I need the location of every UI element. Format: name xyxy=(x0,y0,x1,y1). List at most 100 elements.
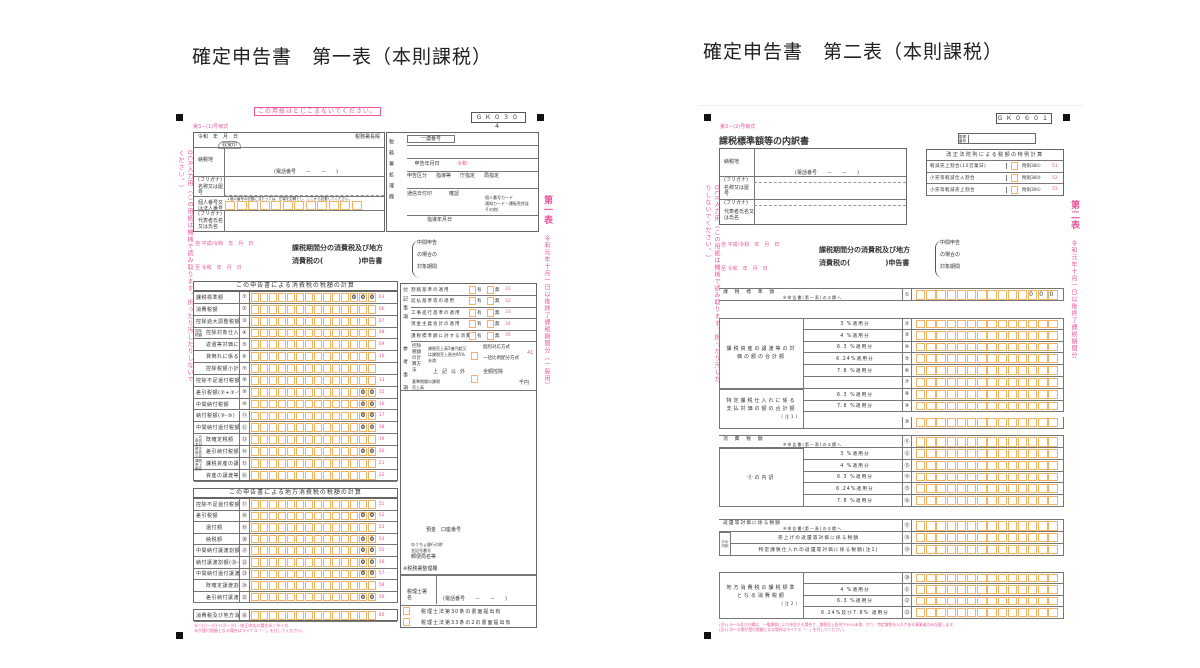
digit-box[interactable] xyxy=(268,558,278,567)
digit-box[interactable] xyxy=(277,581,287,590)
digit-box[interactable] xyxy=(946,330,956,340)
digit-box[interactable] xyxy=(331,523,341,532)
digit-box[interactable] xyxy=(331,592,341,602)
digit-box[interactable] xyxy=(956,472,967,482)
digit-box[interactable] xyxy=(916,520,926,531)
digit-box[interactable] xyxy=(286,293,296,302)
digit-box[interactable] xyxy=(1007,520,1018,531)
digit-box[interactable] xyxy=(322,458,332,468)
digit-box[interactable] xyxy=(251,411,260,421)
amount-input[interactable] xyxy=(912,607,1059,618)
digit-box[interactable] xyxy=(956,573,967,583)
digit-box[interactable] xyxy=(977,608,987,618)
digit-box[interactable] xyxy=(268,592,278,602)
digit-box[interactable] xyxy=(349,387,359,397)
digit-box[interactable]: 0 xyxy=(349,293,359,302)
digit-box[interactable] xyxy=(997,484,1007,494)
digit-box[interactable] xyxy=(251,340,260,350)
digit-box[interactable] xyxy=(313,611,323,620)
amount-input[interactable] xyxy=(250,375,378,386)
digit-box[interactable] xyxy=(956,330,967,340)
digit-box[interactable] xyxy=(331,534,341,544)
digit-box[interactable] xyxy=(1017,533,1028,542)
digit-box[interactable] xyxy=(251,500,260,509)
digit-box[interactable] xyxy=(322,364,332,373)
digit-box[interactable] xyxy=(251,316,260,326)
digit-box[interactable] xyxy=(916,389,926,399)
digit-box[interactable] xyxy=(936,460,946,470)
digit-box[interactable] xyxy=(313,569,323,579)
digit-box[interactable] xyxy=(286,340,296,350)
digit-box[interactable] xyxy=(987,472,997,482)
digit-box[interactable] xyxy=(1017,544,1028,554)
digit-box[interactable] xyxy=(987,330,997,340)
digit-box[interactable] xyxy=(286,611,296,620)
digit-box[interactable] xyxy=(268,447,278,456)
digit-box[interactable] xyxy=(295,316,305,326)
digit-box[interactable] xyxy=(304,511,314,521)
digit-box[interactable] xyxy=(251,328,260,338)
digit-box[interactable] xyxy=(946,378,956,387)
digit-box[interactable] xyxy=(997,366,1007,375)
digit-box[interactable] xyxy=(956,319,967,329)
digit-box[interactable] xyxy=(295,592,305,602)
yes-checkbox[interactable] xyxy=(469,297,476,306)
digit-box[interactable] xyxy=(987,289,997,300)
no-checkbox[interactable] xyxy=(487,285,494,294)
digit-box[interactable] xyxy=(268,399,278,409)
digit-box[interactable] xyxy=(259,316,269,326)
digit-box[interactable] xyxy=(926,354,936,364)
digit-box[interactable] xyxy=(259,546,269,555)
digit-box[interactable] xyxy=(926,418,936,427)
digit-box[interactable] xyxy=(916,401,926,411)
digit-box[interactable] xyxy=(304,364,314,373)
digit-box[interactable] xyxy=(313,411,323,421)
digit-box[interactable] xyxy=(277,293,287,302)
amount-input[interactable] xyxy=(912,483,1059,494)
digit-box[interactable] xyxy=(340,500,350,509)
digit-box[interactable] xyxy=(1048,496,1058,505)
digit-box[interactable] xyxy=(322,352,332,362)
amount-input[interactable] xyxy=(250,499,378,510)
digit-box[interactable] xyxy=(1048,354,1058,364)
digit-box[interactable] xyxy=(259,387,269,397)
digit-box[interactable] xyxy=(286,592,296,602)
digit-box[interactable] xyxy=(987,354,997,364)
mynumber-boxes[interactable] xyxy=(225,201,363,210)
digit-box[interactable] xyxy=(987,460,997,470)
digit-box[interactable] xyxy=(304,435,314,445)
digit-box[interactable] xyxy=(259,340,269,350)
digit-box[interactable] xyxy=(977,472,987,482)
digit-box[interactable] xyxy=(304,399,314,409)
digit-box[interactable] xyxy=(313,592,323,602)
digit-box[interactable] xyxy=(1028,401,1038,411)
digit-box[interactable] xyxy=(1038,449,1048,458)
digit-box[interactable] xyxy=(966,484,977,494)
amount-input[interactable] xyxy=(912,330,1059,341)
digit-box[interactable] xyxy=(956,342,967,352)
digit-box[interactable] xyxy=(259,328,269,338)
digit-box[interactable] xyxy=(304,328,314,338)
digit-box[interactable] xyxy=(331,447,341,456)
digit-box[interactable] xyxy=(956,401,967,411)
digit-box[interactable] xyxy=(1038,354,1048,364)
digit-box[interactable] xyxy=(1048,544,1058,554)
amount-input[interactable] xyxy=(250,522,378,533)
amount-input[interactable] xyxy=(250,580,378,591)
digit-box[interactable] xyxy=(977,544,987,554)
digit-box[interactable] xyxy=(304,470,314,480)
amount-input[interactable] xyxy=(912,544,1059,555)
digit-box[interactable] xyxy=(956,366,967,375)
digit-box[interactable] xyxy=(277,511,287,521)
digit-box[interactable] xyxy=(322,500,332,509)
special-checkbox[interactable] xyxy=(1011,174,1018,183)
digit-box[interactable] xyxy=(322,435,332,445)
digit-box[interactable] xyxy=(916,449,926,458)
digit-box[interactable] xyxy=(946,389,956,399)
digit-box[interactable] xyxy=(349,511,359,521)
digit-box[interactable] xyxy=(304,293,314,302)
digit-box[interactable] xyxy=(1017,418,1028,427)
